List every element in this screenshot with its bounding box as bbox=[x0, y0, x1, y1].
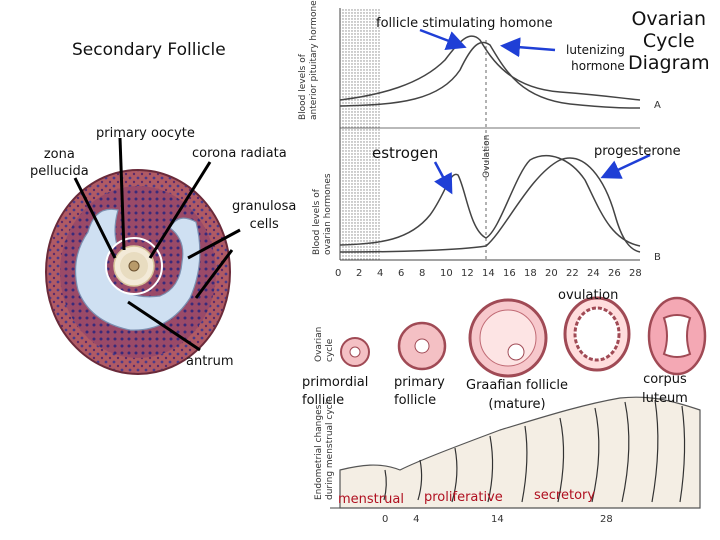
label-lh-line-1: lutenizing bbox=[566, 43, 625, 57]
follicle-pointer-lines bbox=[73, 137, 241, 352]
label-lh: lutenizing hormone bbox=[566, 42, 625, 74]
hormone-arrows bbox=[419, 28, 651, 195]
hormone-x-tick: 2 bbox=[356, 268, 363, 279]
hormone-x-tick: 12 bbox=[461, 268, 474, 279]
endometrium-x-tick: 28 bbox=[600, 514, 613, 525]
hormone-x-tick: 28 bbox=[629, 268, 642, 279]
progesterone-curve bbox=[339, 157, 641, 253]
label-granulosa-cells: granulosa cells bbox=[232, 198, 296, 234]
estrogen-curve bbox=[339, 155, 641, 247]
pointer-antrum bbox=[127, 300, 201, 352]
lh-curve bbox=[339, 41, 641, 109]
label-zona-line-1: zona bbox=[43, 147, 75, 162]
panel-label-a: A bbox=[654, 100, 661, 111]
label-estrogen: estrogen bbox=[372, 144, 439, 162]
label-corpus-line-2: luteum bbox=[642, 391, 688, 406]
title-line-1: Ovarian bbox=[631, 8, 707, 30]
arrow-estrogen bbox=[433, 161, 453, 195]
hormone-x-tick: 22 bbox=[566, 268, 579, 279]
arrow-fsh bbox=[419, 28, 467, 51]
hormone-x-tick: 18 bbox=[524, 268, 537, 279]
label-proliferative: proliferative bbox=[424, 490, 503, 505]
hormone-x-tick: 6 bbox=[398, 268, 405, 279]
menstrual-phase-band bbox=[340, 8, 380, 260]
label-lh-line-2: hormone bbox=[571, 59, 625, 73]
label-zona-line-2: pellucida bbox=[30, 164, 89, 179]
axis-endometrial-line-1: Endometrial changes bbox=[314, 404, 324, 500]
hormone-x-tick: 20 bbox=[545, 268, 558, 279]
endometrium-surface bbox=[339, 396, 701, 509]
axis-label-bottom: Blood levels of ovarian hormones bbox=[312, 173, 334, 255]
hormone-graph bbox=[339, 8, 641, 261]
axis-label-endometrial: Endometrial changes during menstrual cyc… bbox=[314, 396, 336, 500]
endometrial-glands bbox=[383, 399, 686, 503]
title-block: Ovarian Cycle Diagram bbox=[628, 8, 710, 74]
endometrium-graph bbox=[330, 396, 701, 509]
axis-label-top-line-1: Blood levels of bbox=[298, 54, 308, 120]
label-fsh: follicle stimulating homone bbox=[376, 16, 553, 31]
axis-ovarian-line-2: cycle bbox=[325, 338, 335, 362]
pointer-zona bbox=[73, 177, 117, 259]
label-primordial-line-1: primordial bbox=[302, 375, 369, 390]
label-corpus-line-1: corpus bbox=[643, 372, 687, 387]
hormone-x-tick: 0 bbox=[335, 268, 342, 279]
label-primary-follicle: primary follicle bbox=[394, 374, 445, 410]
arrow-lh bbox=[500, 37, 556, 58]
label-primary-oocyte: primary oocyte bbox=[96, 126, 195, 141]
label-ovulation: ovulation bbox=[558, 288, 619, 303]
pointer-oocyte bbox=[118, 137, 126, 251]
ovarian-cycle-follicles bbox=[340, 296, 707, 378]
pointer-granulosa bbox=[187, 228, 241, 260]
label-graafian-follicle: Graafian follicle (mature) bbox=[466, 376, 568, 414]
label-primary-line-1: primary bbox=[394, 375, 445, 390]
panel-label-b: B bbox=[654, 252, 661, 263]
hormone-x-tick: 14 bbox=[482, 268, 495, 279]
axis-label-ovulation: Ovulation bbox=[482, 134, 492, 178]
label-granulosa-line-2: cells bbox=[249, 217, 279, 232]
axis-ovarian-line-1: Ovarian bbox=[314, 326, 324, 362]
pointer-granulosa-2 bbox=[194, 249, 234, 299]
label-corona-radiata: corona radiata bbox=[192, 146, 287, 161]
arrow-progesterone bbox=[600, 153, 651, 179]
title-line-2: Cycle bbox=[642, 30, 695, 52]
hormone-x-tick: 10 bbox=[440, 268, 453, 279]
label-primordial-line-2: follicle bbox=[302, 393, 345, 408]
endometrium-x-tick: 4 bbox=[413, 514, 420, 525]
hormone-x-tick: 24 bbox=[587, 268, 600, 279]
axis-label-top-line-2: anterior pituitary hormones bbox=[309, 0, 319, 120]
endometrium-x-tick: 0 bbox=[382, 514, 389, 525]
label-antrum: antrum bbox=[186, 354, 234, 369]
label-corpus-luteum: corpus luteum bbox=[642, 370, 688, 408]
hormone-x-tick: 4 bbox=[377, 268, 384, 279]
axis-label-bottom-line-1: Blood levels of bbox=[312, 189, 322, 255]
pointer-corona bbox=[148, 161, 212, 259]
endometrium-x-tick: 14 bbox=[491, 514, 504, 525]
label-secretory: secretory bbox=[534, 488, 596, 503]
label-menstrual: menstrual bbox=[338, 492, 404, 507]
axis-label-ovarian: Ovarian cycle bbox=[314, 327, 336, 362]
hormone-x-tick: 16 bbox=[503, 268, 516, 279]
secondary-follicle bbox=[45, 169, 231, 375]
axis-endometrial-line-2: during menstrual cycle bbox=[325, 396, 335, 500]
fsh-curve bbox=[339, 35, 641, 101]
axis-label-bottom-line-2: ovarian hormones bbox=[323, 173, 333, 255]
label-primary-line-2: follicle bbox=[394, 393, 437, 408]
label-progesterone: progesterone bbox=[594, 144, 681, 159]
oocyte-nucleus bbox=[128, 260, 140, 272]
label-graafian-line-1: Graafian follicle bbox=[466, 378, 569, 393]
label-granulosa-line-1: granulosa bbox=[232, 199, 297, 214]
label-graafian-line-2: (mature) bbox=[488, 397, 546, 412]
axis-label-top: Blood levels of anterior pituitary hormo… bbox=[298, 0, 320, 120]
label-primordial-follicle: primordial follicle bbox=[302, 374, 368, 410]
title-line-3: Diagram bbox=[628, 52, 710, 74]
hormone-x-tick: 8 bbox=[419, 268, 426, 279]
hormone-x-tick: 26 bbox=[608, 268, 621, 279]
follicle-title: Secondary Follicle bbox=[72, 40, 226, 60]
label-zona-pellucida: zona pellucida bbox=[30, 146, 89, 180]
